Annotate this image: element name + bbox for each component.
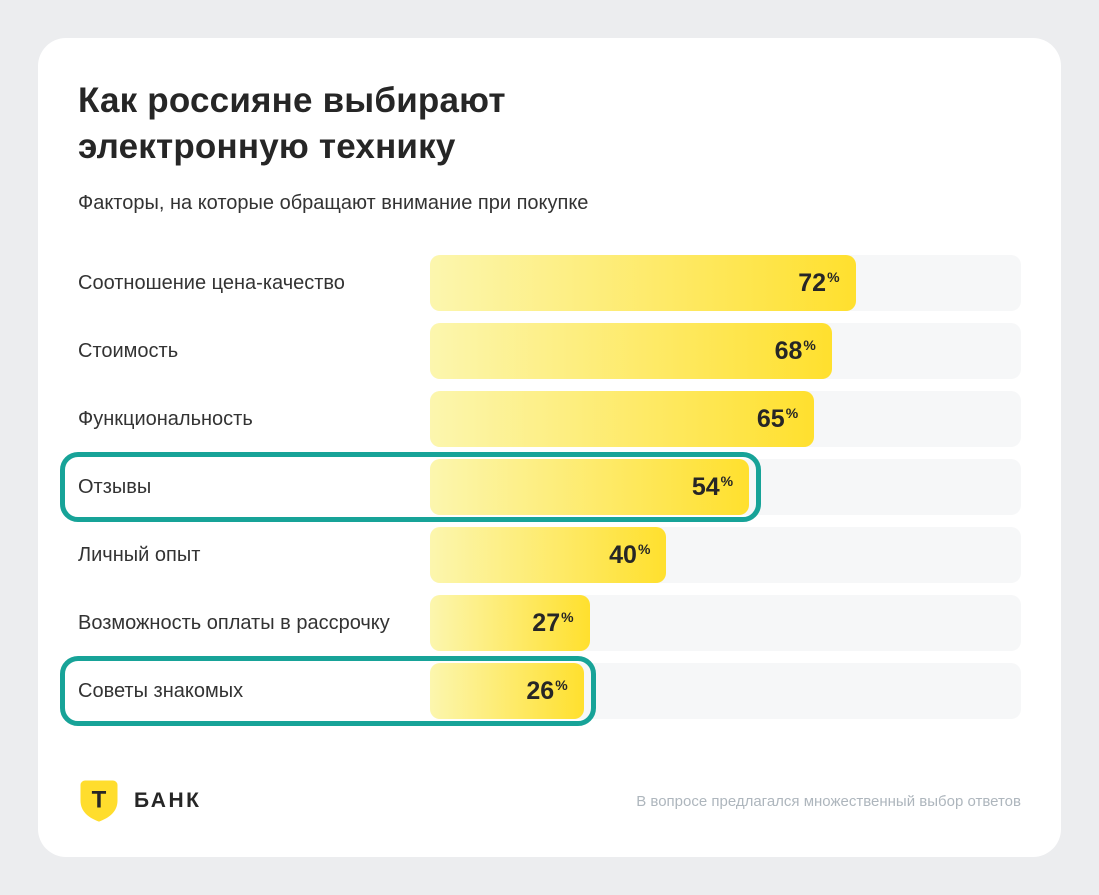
bar: 54%: [430, 459, 750, 516]
bar-label: Соотношение цена-качество: [78, 271, 345, 294]
bar-value: 40%: [609, 540, 651, 569]
bar-value: 72%: [798, 268, 840, 297]
bar-value: 54%: [691, 472, 734, 501]
bar: 27%: [430, 595, 590, 652]
bar: 65%: [430, 391, 815, 448]
infographic-card: Как россияне выбирают электронную техник…: [38, 38, 1061, 857]
bar-chart: Соотношение цена-качество 72% Стоимость 68%…: [60, 255, 1021, 727]
t-bank-shield-icon: Т: [80, 780, 118, 822]
chart-row: Возможность оплаты в рассрочку 27%: [78, 595, 1021, 652]
bar: 26%: [430, 663, 584, 720]
bar-track: 40%: [430, 527, 1021, 584]
bar-label: Возможность оплаты в рассрочку: [78, 611, 390, 634]
bar-label: Личный опыт: [78, 543, 201, 566]
bar-track: 54%: [430, 459, 1021, 516]
bar-value: 68%: [774, 336, 816, 365]
brand-name: БАНК: [134, 789, 202, 812]
bar-value: 26%: [526, 676, 568, 705]
bar: 40%: [430, 527, 667, 584]
chart-row: Советы знакомых 26%: [60, 656, 1021, 727]
bar-value: 27%: [532, 608, 574, 637]
bar-label: Функциональность: [78, 407, 253, 430]
chart-row: Личный опыт 40%: [78, 527, 1021, 584]
chart-subtitle: Факторы, на которые обращают внимание пр…: [78, 192, 589, 215]
logo-letter: Т: [92, 787, 107, 814]
bar: 68%: [430, 323, 832, 380]
bar-track: 68%: [430, 323, 1021, 380]
chart-row: Стоимость 68%: [78, 323, 1021, 380]
bar-label: Советы знакомых: [78, 679, 244, 702]
bar: 72%: [430, 255, 856, 312]
bar-value: 65%: [756, 404, 799, 433]
bar-label: Отзывы: [78, 475, 152, 498]
chart-row: Функциональность 65%: [78, 391, 1021, 448]
bar-track: 72%: [430, 255, 1021, 312]
footer: Т БАНК В вопросе предлагался множественн…: [78, 779, 1021, 823]
footnote: В вопросе предлагался множественный выбо…: [636, 792, 1021, 810]
bar-track: 65%: [430, 391, 1021, 448]
brand-logo: Т БАНК: [78, 779, 201, 823]
bar-track: 27%: [430, 595, 1021, 652]
page-title: Как россияне выбирают электронную техник…: [78, 81, 506, 167]
bar-track: 26%: [430, 663, 1021, 720]
chart-row: Отзывы 54%: [60, 452, 1021, 523]
chart-row: Соотношение цена-качество 72%: [78, 255, 1021, 312]
bar-label: Стоимость: [78, 339, 179, 362]
